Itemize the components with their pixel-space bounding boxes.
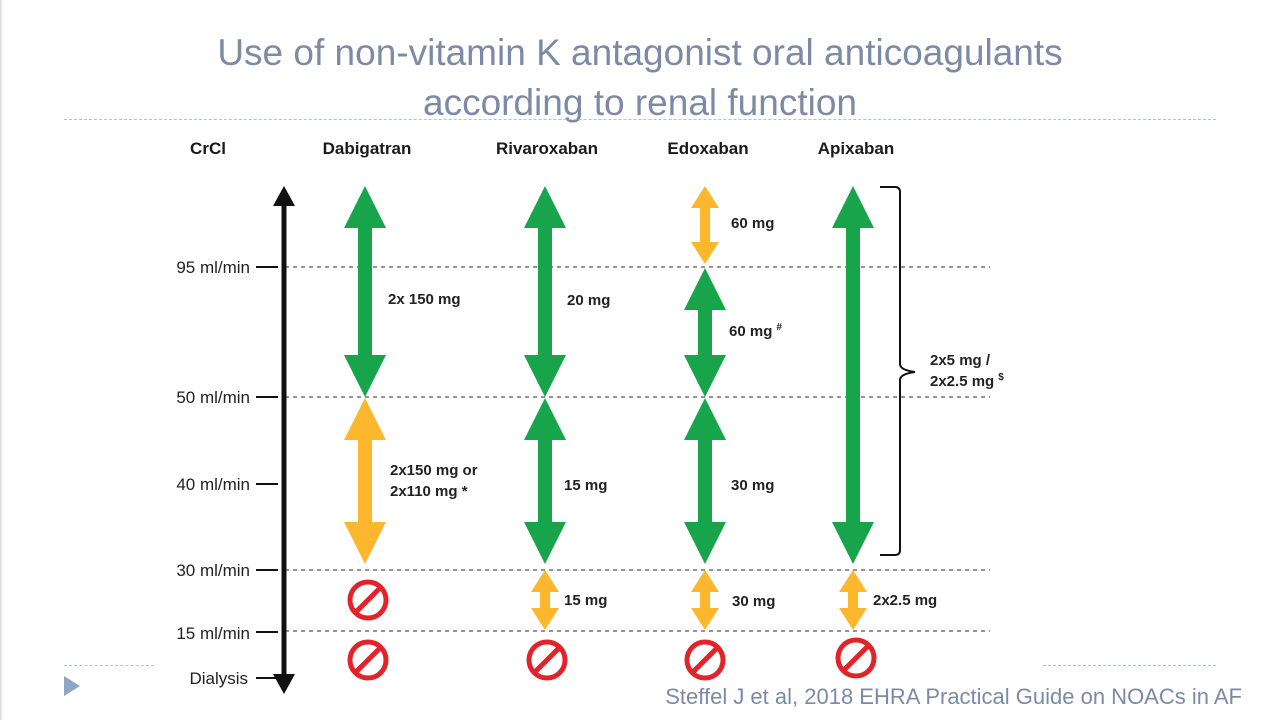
footer-divider-left xyxy=(64,665,154,666)
dose-label-rivaroxaban-2: 15 mg xyxy=(564,477,607,494)
axis-arrow-top xyxy=(273,186,295,206)
dose-label-edoxaban-3: 30 mg xyxy=(731,477,774,494)
axis-header: CrCl xyxy=(190,139,226,158)
arrow-rivaroxaban-1 xyxy=(524,186,566,397)
tick-label-40: 40 ml/min xyxy=(176,475,250,494)
dose-label-dabigatran-2b: 2x110 mg * xyxy=(390,483,468,500)
arrow-rivaroxaban-2 xyxy=(524,398,566,564)
tick-label-dialysis: Dialysis xyxy=(189,669,248,688)
apixaban-bracket xyxy=(880,186,916,556)
arrow-rivaroxaban-3 xyxy=(531,570,559,630)
apixaban-bracket-dose-2: 2x2.5 mg $ xyxy=(930,372,1004,390)
slide-nav-icon[interactable] xyxy=(64,676,80,696)
footer-divider-right xyxy=(1043,665,1216,666)
dose-label-edoxaban-2: 60 mg # xyxy=(729,322,782,340)
dose-label-rivaroxaban-1: 20 mg xyxy=(567,292,610,309)
slide-title: Use of non-vitamin K antagonist oral ant… xyxy=(0,28,1280,128)
apixaban-bracket-dose-1: 2x5 mg / xyxy=(930,352,991,369)
dose-label-dabigatran-1: 2x 150 mg xyxy=(388,291,461,308)
drug-header-edoxaban: Edoxaban xyxy=(667,139,748,158)
prohibited-icon-edoxaban-dialysis xyxy=(684,639,726,681)
drug-header-apixaban: Apixaban xyxy=(818,139,895,158)
title-line-2: according to renal function xyxy=(423,82,857,123)
slide-citation: Steffel J et al, 2018 EHRA Practical Gui… xyxy=(665,684,1242,709)
dose-label-edoxaban-4: 30 mg xyxy=(732,593,775,610)
title-line-1: Use of non-vitamin K antagonist oral ant… xyxy=(217,32,1063,73)
dose-label-rivaroxaban-3: 15 mg xyxy=(564,592,607,609)
arrow-apixaban-2 xyxy=(839,570,867,630)
dose-label-dabigatran-2a: 2x150 mg or xyxy=(390,462,478,479)
arrow-edoxaban-3 xyxy=(684,398,726,564)
dose-label-apixaban-reduced: 2x2.5 mg xyxy=(873,592,937,609)
arrow-edoxaban-4 xyxy=(691,570,719,630)
drug-header-dabigatran: Dabigatran xyxy=(323,139,412,158)
drug-header-rivaroxaban: Rivaroxaban xyxy=(496,139,598,158)
tick-label-15: 15 ml/min xyxy=(176,624,250,643)
prohibited-icon-apixaban-dialysis xyxy=(835,637,877,679)
prohibited-icon-dabigatran-dialysis xyxy=(347,639,389,681)
arrow-edoxaban-1 xyxy=(691,186,719,264)
tick-label-30: 30 ml/min xyxy=(176,561,250,580)
tick-label-95: 95 ml/min xyxy=(176,258,250,277)
axis-arrow-bottom xyxy=(273,674,295,694)
slide-left-edge xyxy=(0,0,3,720)
prohibited-icon-dabigatran-15-30 xyxy=(347,579,389,621)
prohibited-icon-rivaroxaban-dialysis xyxy=(526,639,568,681)
dose-label-edoxaban-1: 60 mg xyxy=(731,215,774,232)
arrow-edoxaban-2 xyxy=(684,268,726,397)
arrow-dabigatran-2 xyxy=(344,398,386,564)
arrow-apixaban-1 xyxy=(832,186,874,564)
title-divider xyxy=(64,119,1216,120)
arrow-dabigatran-1 xyxy=(344,186,386,397)
tick-label-50: 50 ml/min xyxy=(176,388,250,407)
